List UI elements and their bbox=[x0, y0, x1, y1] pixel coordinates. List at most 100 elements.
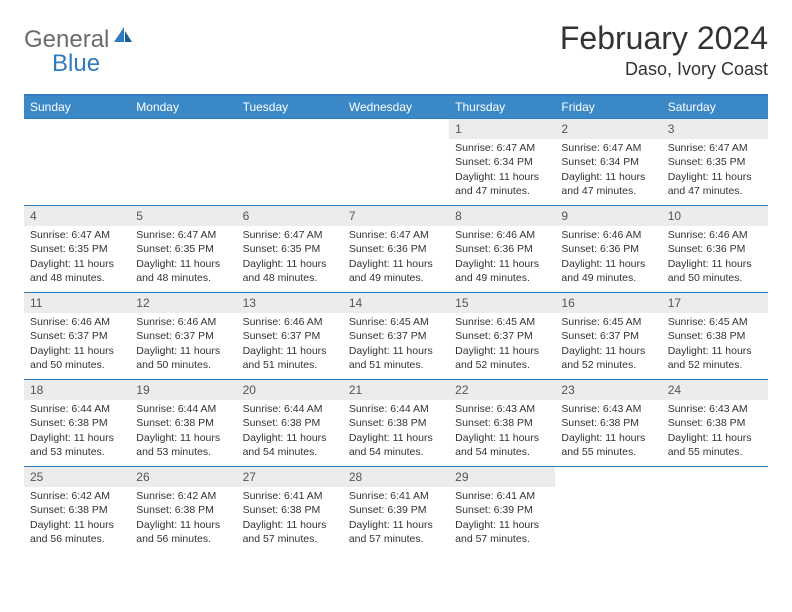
sunrise-line: Sunrise: 6:43 AM bbox=[561, 402, 655, 416]
day-text: Sunrise: 6:47 AMSunset: 6:36 PMDaylight:… bbox=[343, 226, 449, 289]
daylight-line: Daylight: 11 hours and 52 minutes. bbox=[561, 344, 655, 372]
dow-cell: Thursday bbox=[449, 96, 555, 118]
day-cell: 5Sunrise: 6:47 AMSunset: 6:35 PMDaylight… bbox=[130, 206, 236, 292]
sunset-line: Sunset: 6:35 PM bbox=[30, 242, 124, 256]
sunset-line: Sunset: 6:38 PM bbox=[668, 416, 762, 430]
day-text: Sunrise: 6:44 AMSunset: 6:38 PMDaylight:… bbox=[237, 400, 343, 463]
weeks-container: 1 Sunrise: 6:47 AM Sunset: 6:34 PM Daylight… bbox=[24, 118, 768, 553]
day-number: 6 bbox=[237, 206, 343, 226]
daylight-line: Daylight: 11 hours and 57 minutes. bbox=[455, 518, 549, 546]
sunrise-line: Sunrise: 6:44 AM bbox=[30, 402, 124, 416]
day-cell: 21Sunrise: 6:44 AMSunset: 6:38 PMDayligh… bbox=[343, 380, 449, 466]
sunrise-line: Sunrise: 6:46 AM bbox=[561, 228, 655, 242]
daylight-line: Daylight: 11 hours and 50 minutes. bbox=[136, 344, 230, 372]
sunrise-line: Sunrise: 6:47 AM bbox=[30, 228, 124, 242]
day-text: Sunrise: 6:43 AMSunset: 6:38 PMDaylight:… bbox=[662, 400, 768, 463]
day-cell: 26Sunrise: 6:42 AMSunset: 6:38 PMDayligh… bbox=[130, 467, 236, 553]
day-cell bbox=[555, 467, 661, 553]
day-text: Sunrise: 6:47 AMSunset: 6:35 PMDaylight:… bbox=[130, 226, 236, 289]
daylight-line: Daylight: 11 hours and 50 minutes. bbox=[30, 344, 124, 372]
dow-cell: Tuesday bbox=[237, 96, 343, 118]
logo: General Blue bbox=[24, 20, 134, 78]
day-cell bbox=[237, 119, 343, 205]
daylight-line: Daylight: 11 hours and 57 minutes. bbox=[243, 518, 337, 546]
sunset-line: Sunset: 6:37 PM bbox=[243, 329, 337, 343]
day-text: Sunrise: 6:46 AMSunset: 6:37 PMDaylight:… bbox=[237, 313, 343, 376]
day-cell: 19Sunrise: 6:44 AMSunset: 6:38 PMDayligh… bbox=[130, 380, 236, 466]
day-cell: 14Sunrise: 6:45 AMSunset: 6:37 PMDayligh… bbox=[343, 293, 449, 379]
day-number: 24 bbox=[662, 380, 768, 400]
day-cell: 1Sunrise: 6:47 AMSunset: 6:34 PMDaylight… bbox=[449, 119, 555, 205]
day-number: 12 bbox=[130, 293, 236, 313]
sunset-line: Sunset: 6:35 PM bbox=[243, 242, 337, 256]
sunset-line: Sunset: 6:38 PM bbox=[136, 503, 230, 517]
day-text: Sunrise: 6:47 AMSunset: 6:35 PMDaylight:… bbox=[24, 226, 130, 289]
dow-cell: Friday bbox=[555, 96, 661, 118]
sunrise-line: Sunrise: 6:46 AM bbox=[30, 315, 124, 329]
day-number: 23 bbox=[555, 380, 661, 400]
sunset-line: Sunset: 6:37 PM bbox=[561, 329, 655, 343]
daylight-line: Daylight: 11 hours and 54 minutes. bbox=[349, 431, 443, 459]
day-cell: 23Sunrise: 6:43 AMSunset: 6:38 PMDayligh… bbox=[555, 380, 661, 466]
day-cell: 24Sunrise: 6:43 AMSunset: 6:38 PMDayligh… bbox=[662, 380, 768, 466]
day-number: 19 bbox=[130, 380, 236, 400]
sunset-line: Sunset: 6:38 PM bbox=[243, 503, 337, 517]
day-text: Sunrise: 6:45 AMSunset: 6:37 PMDaylight:… bbox=[449, 313, 555, 376]
sunset-line: Sunset: 6:36 PM bbox=[349, 242, 443, 256]
title-block: February 2024 Daso, Ivory Coast bbox=[560, 20, 768, 80]
week-row: 1Sunrise: 6:47 AMSunset: 6:34 PMDaylight… bbox=[24, 118, 768, 205]
day-number: 13 bbox=[237, 293, 343, 313]
dow-cell: Wednesday bbox=[343, 96, 449, 118]
sunrise-line: Sunrise: 6:47 AM bbox=[136, 228, 230, 242]
day-text: Sunrise: 6:47 AMSunset: 6:35 PMDaylight:… bbox=[237, 226, 343, 289]
day-cell: 7Sunrise: 6:47 AMSunset: 6:36 PMDaylight… bbox=[343, 206, 449, 292]
day-cell: 22Sunrise: 6:43 AMSunset: 6:38 PMDayligh… bbox=[449, 380, 555, 466]
sail-icon bbox=[113, 26, 133, 49]
dow-cell: Saturday bbox=[662, 96, 768, 118]
sunrise-line: Sunrise: 6:46 AM bbox=[136, 315, 230, 329]
sunset-line: Sunset: 6:38 PM bbox=[668, 329, 762, 343]
daylight-line: Daylight: 11 hours and 54 minutes. bbox=[455, 431, 549, 459]
daylight-line: Daylight: 11 hours and 52 minutes. bbox=[668, 344, 762, 372]
daylight-line: Daylight: 11 hours and 47 minutes. bbox=[668, 170, 762, 198]
day-cell: 8Sunrise: 6:46 AMSunset: 6:36 PMDaylight… bbox=[449, 206, 555, 292]
sunset-line: Sunset: 6:34 PM bbox=[561, 155, 655, 169]
sunrise-line: Sunrise: 6:45 AM bbox=[668, 315, 762, 329]
day-number: 20 bbox=[237, 380, 343, 400]
day-cell: 16Sunrise: 6:45 AMSunset: 6:37 PMDayligh… bbox=[555, 293, 661, 379]
sunset-line: Sunset: 6:38 PM bbox=[561, 416, 655, 430]
week-row: 4Sunrise: 6:47 AMSunset: 6:35 PMDaylight… bbox=[24, 205, 768, 292]
sunset-line: Sunset: 6:36 PM bbox=[668, 242, 762, 256]
sunrise-line: Sunrise: 6:41 AM bbox=[455, 489, 549, 503]
day-text: Sunrise: 6:42 AMSunset: 6:38 PMDaylight:… bbox=[24, 487, 130, 550]
daylight-line: Daylight: 11 hours and 51 minutes. bbox=[243, 344, 337, 372]
sunset-line: Sunset: 6:38 PM bbox=[136, 416, 230, 430]
day-number: 22 bbox=[449, 380, 555, 400]
daylight-line: Daylight: 11 hours and 49 minutes. bbox=[349, 257, 443, 285]
week-row: 11Sunrise: 6:46 AMSunset: 6:37 PMDayligh… bbox=[24, 292, 768, 379]
sunrise-line: Sunrise: 6:44 AM bbox=[349, 402, 443, 416]
daylight-line: Daylight: 11 hours and 52 minutes. bbox=[455, 344, 549, 372]
day-number: 11 bbox=[24, 293, 130, 313]
day-text: Sunrise: 6:45 AMSunset: 6:37 PMDaylight:… bbox=[555, 313, 661, 376]
daylight-line: Daylight: 11 hours and 48 minutes. bbox=[30, 257, 124, 285]
day-number: 1 bbox=[449, 119, 555, 139]
sunrise-line: Sunrise: 6:42 AM bbox=[136, 489, 230, 503]
sunset-line: Sunset: 6:34 PM bbox=[455, 155, 549, 169]
day-text: Sunrise: 6:41 AMSunset: 6:39 PMDaylight:… bbox=[449, 487, 555, 550]
sunrise-line: Sunrise: 6:45 AM bbox=[561, 315, 655, 329]
sunset-line: Sunset: 6:37 PM bbox=[455, 329, 549, 343]
day-text: Sunrise: 6:41 AMSunset: 6:38 PMDaylight:… bbox=[237, 487, 343, 550]
day-number: 2 bbox=[555, 119, 661, 139]
day-cell: 29Sunrise: 6:41 AMSunset: 6:39 PMDayligh… bbox=[449, 467, 555, 553]
sunset-line: Sunset: 6:38 PM bbox=[455, 416, 549, 430]
sunset-line: Sunset: 6:36 PM bbox=[455, 242, 549, 256]
day-cell: 18Sunrise: 6:44 AMSunset: 6:38 PMDayligh… bbox=[24, 380, 130, 466]
calendar: SundayMondayTuesdayWednesdayThursdayFrid… bbox=[24, 94, 768, 553]
day-text: Sunrise: 6:44 AMSunset: 6:38 PMDaylight:… bbox=[130, 400, 236, 463]
week-row: 25Sunrise: 6:42 AMSunset: 6:38 PMDayligh… bbox=[24, 466, 768, 553]
sunset-line: Sunset: 6:36 PM bbox=[561, 242, 655, 256]
day-number: 21 bbox=[343, 380, 449, 400]
day-text: Sunrise: 6:44 AMSunset: 6:38 PMDaylight:… bbox=[343, 400, 449, 463]
day-text: Sunrise: 6:43 AMSunset: 6:38 PMDaylight:… bbox=[555, 400, 661, 463]
